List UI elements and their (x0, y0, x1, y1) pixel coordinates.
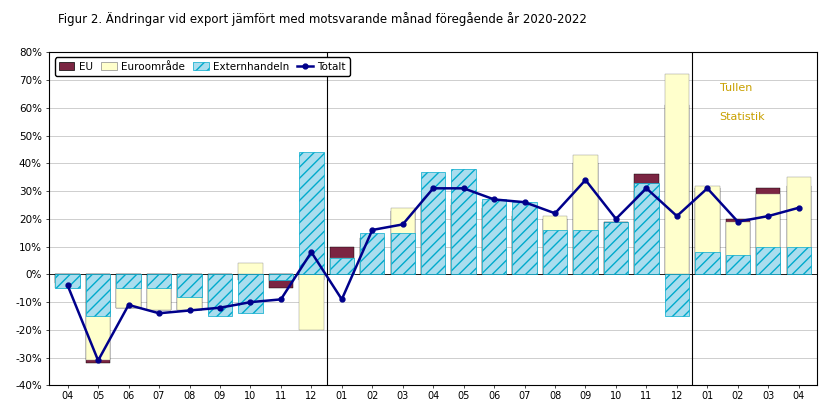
Bar (116, 275, 141, 288)
Bar (360, 238, 384, 275)
Bar (421, 172, 445, 275)
Bar (452, 169, 476, 275)
Bar (238, 275, 263, 313)
Bar (238, 275, 263, 280)
Bar (756, 188, 780, 275)
Bar (482, 202, 507, 275)
Bar (421, 205, 445, 275)
Bar (604, 222, 628, 275)
Bar (177, 275, 201, 310)
Bar (329, 247, 354, 275)
Bar (147, 275, 171, 310)
Bar (56, 275, 80, 288)
Bar (573, 230, 597, 275)
Bar (452, 205, 476, 275)
Bar (208, 275, 232, 310)
Bar (208, 275, 232, 308)
Bar (634, 183, 659, 275)
Text: Figur 2. Ändringar vid export jämfört med motsvarande månad föregående år 2020-2: Figur 2. Ändringar vid export jämfört me… (58, 12, 587, 27)
Bar (56, 275, 80, 283)
Bar (542, 230, 567, 275)
Bar (147, 275, 171, 288)
Bar (696, 188, 720, 275)
Bar (513, 210, 537, 275)
Bar (390, 233, 415, 275)
Bar (147, 275, 171, 310)
Bar (786, 177, 811, 275)
Bar (329, 258, 354, 275)
Bar (56, 275, 80, 288)
Bar (86, 275, 111, 360)
Bar (390, 210, 415, 275)
Bar (177, 275, 201, 297)
Bar (86, 275, 111, 316)
Bar (452, 199, 476, 275)
Bar (300, 275, 324, 330)
Bar (360, 233, 384, 275)
Bar (177, 275, 201, 310)
Bar (696, 252, 720, 275)
Bar (726, 219, 750, 275)
Bar (665, 74, 689, 275)
Bar (116, 275, 141, 308)
Bar (238, 263, 263, 275)
Bar (269, 275, 293, 280)
Bar (634, 174, 659, 275)
Bar (116, 275, 141, 308)
Bar (421, 205, 445, 275)
Bar (390, 208, 415, 275)
Bar (482, 208, 507, 275)
Text: Statistik: Statistik (720, 112, 765, 122)
Bar (756, 247, 780, 275)
Bar (86, 275, 111, 363)
Bar (300, 152, 324, 275)
Bar (482, 199, 507, 275)
Bar (513, 202, 537, 275)
Bar (269, 275, 293, 288)
Bar (786, 186, 811, 275)
Bar (269, 275, 293, 280)
Bar (665, 275, 689, 316)
Bar (329, 258, 354, 275)
Bar (786, 247, 811, 275)
Bar (604, 222, 628, 275)
Bar (604, 224, 628, 275)
Legend: EU, Euroområde, Externhandeln, Totalt: EU, Euroområde, Externhandeln, Totalt (55, 57, 349, 76)
Bar (573, 155, 597, 275)
Bar (756, 194, 780, 275)
Bar (665, 105, 689, 275)
Bar (360, 247, 384, 275)
Bar (634, 191, 659, 275)
Bar (573, 163, 597, 275)
Bar (726, 255, 750, 275)
Bar (542, 219, 567, 275)
Bar (542, 216, 567, 275)
Bar (300, 275, 324, 280)
Bar (726, 222, 750, 275)
Bar (513, 216, 537, 275)
Bar (696, 186, 720, 275)
Text: Tullen: Tullen (720, 83, 752, 93)
Bar (208, 275, 232, 316)
